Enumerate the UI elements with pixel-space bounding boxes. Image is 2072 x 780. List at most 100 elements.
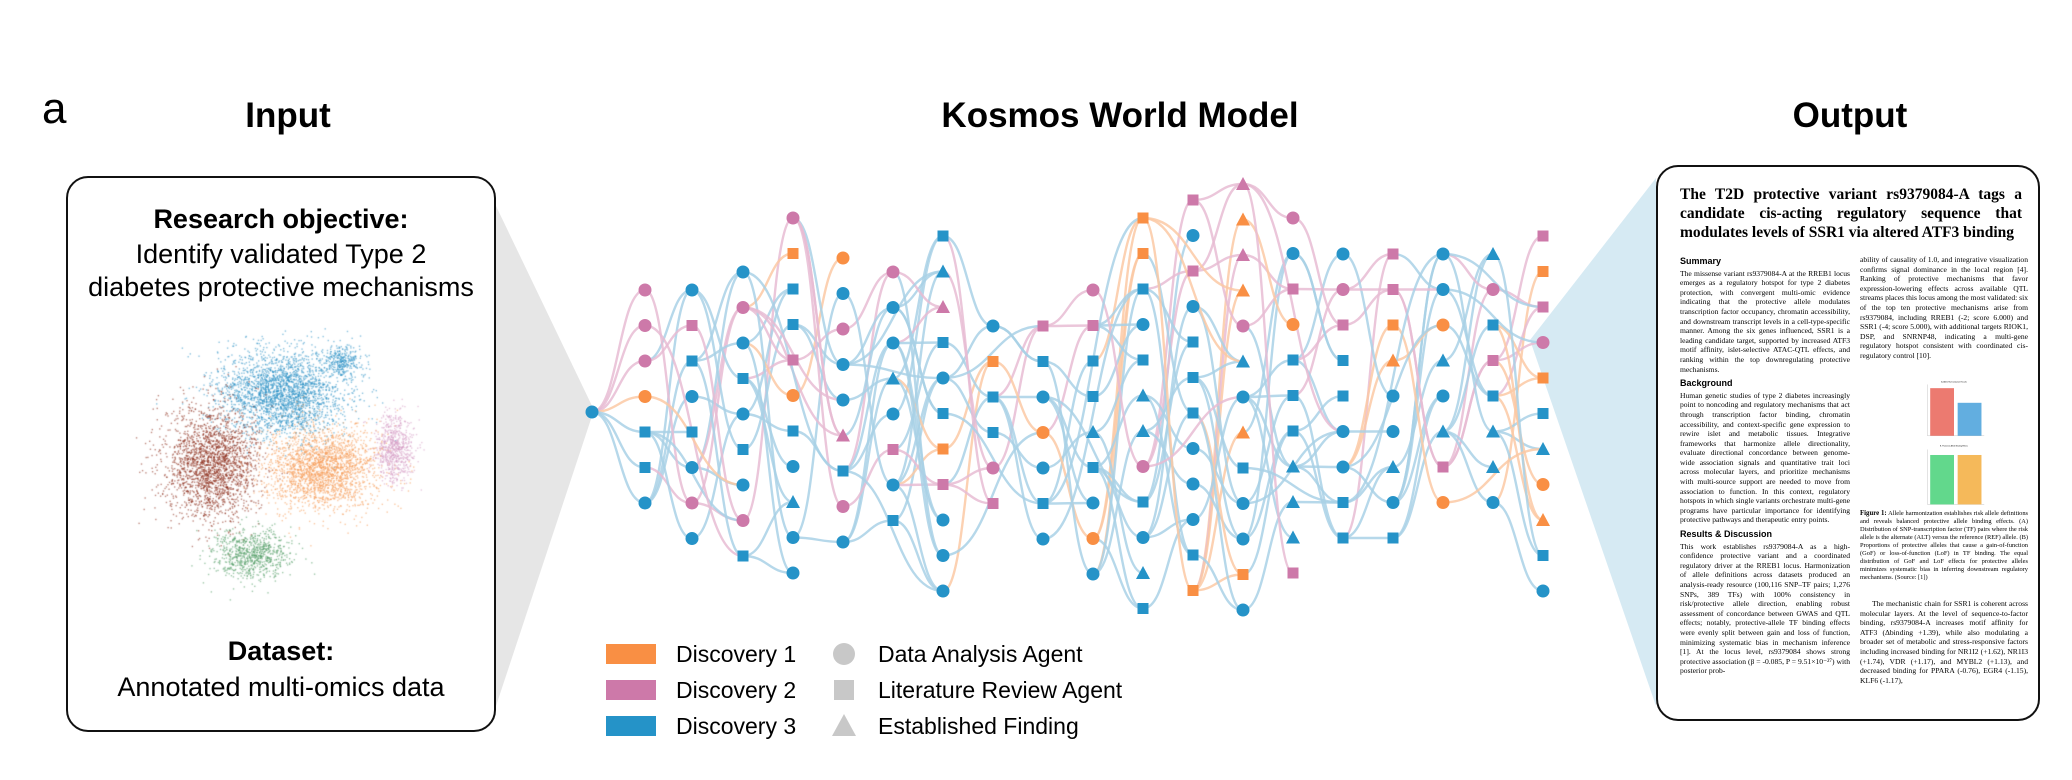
literature-review-node: [1087, 462, 1099, 473]
established-finding-node: [1536, 513, 1550, 526]
literature-review-node: [887, 444, 899, 455]
graph-edge: [842, 292, 894, 487]
graph-edge: [742, 270, 844, 473]
graph-edge: [942, 376, 994, 434]
literature-review-node: [686, 426, 698, 438]
figure-panel-a-title: A. Allele Harmonization Results: [1941, 381, 1967, 384]
summary-heading: Summary: [1680, 256, 1722, 266]
graph-edge: [842, 363, 944, 380]
graph-edge: [691, 288, 744, 451]
legend: Discovery 1 Discovery 2 Discovery 3 Data…: [606, 641, 1123, 739]
established-finding-node: [1136, 566, 1150, 579]
summary-text: The missense variant rs9379084-A at the …: [1680, 268, 1850, 374]
graph-edge: [1492, 323, 1544, 380]
data-analysis-node: [1436, 389, 1450, 403]
data-analysis-node: [836, 251, 850, 265]
graph-edge: [1042, 395, 1144, 504]
graph-edge: [1092, 288, 1144, 468]
data-analysis-node: [786, 389, 800, 402]
literature-review-node: [1137, 496, 1149, 508]
literature-review-node: [1537, 266, 1549, 277]
literature-review-node: [1337, 319, 1349, 331]
graph-edge: [1242, 500, 1294, 612]
graph-edge: [1392, 430, 1444, 540]
data-analysis-node: [1536, 584, 1550, 598]
results-heading: Results & Discussion: [1680, 529, 1773, 540]
graph-edge: [1342, 323, 1394, 469]
literature-review-node: [737, 444, 749, 455]
graph-edge: [992, 395, 1044, 505]
graph-edge: [1192, 198, 1244, 328]
graph-edge: [1392, 252, 1444, 291]
graph-edge: [1042, 324, 1094, 328]
graph-edge: [644, 430, 744, 522]
graph-edge: [644, 430, 693, 540]
paper-title: The T2D protective variant rs9379084-A t…: [1680, 186, 2022, 241]
literature-review-node: [1237, 569, 1249, 580]
data-analysis-node: [1036, 426, 1050, 439]
data-analysis-node: [986, 461, 1000, 475]
graph-edge: [742, 270, 794, 539]
data-analysis-node: [1036, 461, 1050, 475]
graph-edge: [1492, 394, 1544, 522]
literature-review-node: [1487, 319, 1499, 331]
graph-edge: [842, 377, 894, 544]
graph-edge: [1242, 182, 1294, 575]
literature-review-node: [1137, 283, 1149, 295]
graph-edge: [1192, 553, 1244, 612]
data-analysis-node: [1086, 532, 1100, 545]
graph-nodes: [585, 177, 1550, 617]
literature-review-node: [1387, 248, 1399, 260]
literature-review-node: [639, 462, 651, 473]
graph-edge: [1192, 376, 1244, 470]
graph-edge: [842, 270, 944, 366]
legend-label-data-analysis-agent: Data Analysis Agent: [878, 641, 1083, 667]
established-finding-node: [1236, 425, 1250, 439]
graph-edge: [691, 359, 744, 558]
data-analysis-node: [1536, 478, 1550, 491]
graph-edge: [1092, 358, 1144, 434]
legend-swatch-discovery-2: [606, 680, 656, 700]
literature-review-node: [1537, 230, 1549, 242]
data-analysis-node: [1386, 425, 1400, 438]
paper-figure: A. Allele Harmonization Results B. Prote…: [1927, 381, 1985, 505]
literature-review-node: [1137, 248, 1149, 259]
graph-edge: [992, 324, 1044, 363]
legend-label-literature-review-agent: Literature Review Agent: [878, 677, 1123, 703]
literature-review-node: [1187, 549, 1199, 561]
output-card: The T2D protective variant rs9379084-A t…: [1656, 165, 2040, 721]
data-analysis-node: [736, 336, 750, 350]
graph-edge: [1292, 216, 1344, 327]
literature-review-node: [1087, 320, 1099, 331]
established-finding-node: [836, 428, 850, 442]
data-analysis-node: [1236, 319, 1250, 333]
graph-edge: [1142, 287, 1194, 557]
literature-review-node: [1037, 320, 1049, 332]
data-analysis-node: [1436, 247, 1450, 261]
data-analysis-node: [1236, 390, 1250, 404]
data-analysis-node: [1336, 425, 1350, 438]
graph-edge: [1142, 394, 1194, 557]
data-analysis-node: [638, 390, 652, 403]
graph-edge: [742, 252, 794, 309]
literature-review-node: [887, 515, 899, 526]
data-analysis-node: [638, 496, 652, 510]
legend-triangle-icon: [832, 714, 856, 736]
literature-review-node: [686, 320, 698, 331]
graph-edge: [1292, 287, 1344, 291]
literature-review-node: [639, 426, 651, 438]
data-analysis-node: [886, 301, 900, 314]
graph-edge: [1242, 395, 1294, 539]
graph-edge: [1392, 394, 1444, 504]
data-analysis-node: [685, 532, 699, 545]
data-analysis-node: [1286, 318, 1300, 331]
graph-edge: [1392, 288, 1444, 504]
graph-edge: [892, 270, 944, 557]
literature-review-node: [1287, 283, 1299, 295]
graph-edge: [1242, 182, 1344, 433]
established-finding-node: [1486, 247, 1500, 260]
graph-edge: [1142, 287, 1194, 344]
graph-edge: [1142, 429, 1194, 486]
legend-circle-icon: [833, 643, 855, 665]
data-analysis-node: [1486, 496, 1500, 509]
